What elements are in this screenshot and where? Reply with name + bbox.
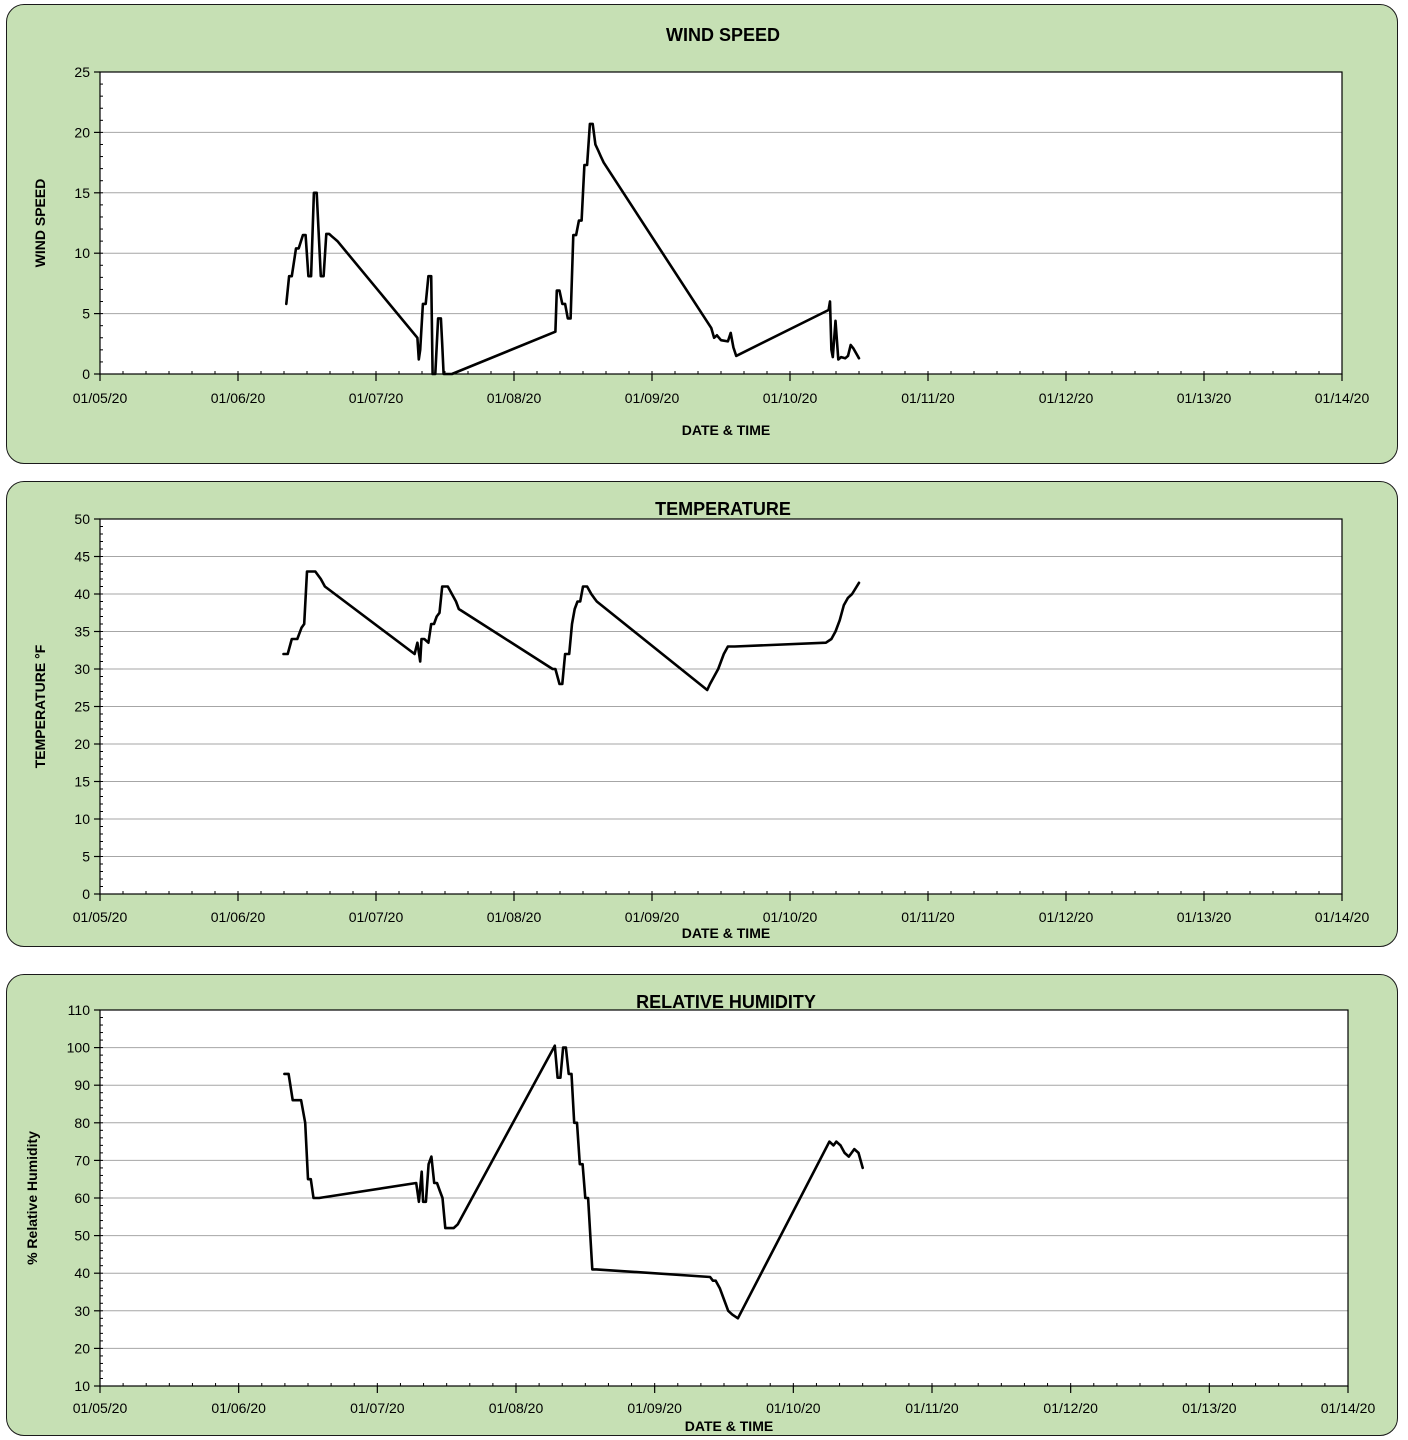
y-tick-label: 5 <box>82 306 90 322</box>
temperature-chart-panel: 0 5 10 15 20 25 30 35 40 45 50 01/05/20 01/06/20 01/0… <box>6 481 1398 947</box>
temperature-chart: 0 5 10 15 20 25 30 35 40 45 50 01/05/20 01/06/20 01/0… <box>32 499 1370 941</box>
x-tick-label: 01/10/20 <box>766 1400 821 1416</box>
x-tick-label: 01/08/20 <box>487 909 542 925</box>
y-tick-label: 30 <box>74 661 90 677</box>
y-tick-label: 25 <box>74 64 90 80</box>
y-tick-label: 20 <box>74 736 90 752</box>
x-tick-label: 01/14/20 <box>1321 1400 1376 1416</box>
x-tick-label: 01/13/20 <box>1177 909 1232 925</box>
x-tick-label: 01/05/20 <box>73 909 128 925</box>
y-tick-label: 60 <box>74 1190 90 1206</box>
x-tick-label: 01/13/20 <box>1177 390 1232 406</box>
x-tick-label: 01/09/20 <box>625 909 680 925</box>
y-tick-label: 5 <box>82 849 90 865</box>
chart-title: WIND SPEED <box>666 25 780 45</box>
x-tick-label: 01/13/20 <box>1182 1400 1237 1416</box>
x-tick-label: 01/06/20 <box>211 1400 266 1416</box>
chart-title: TEMPERATURE <box>655 499 791 519</box>
y-tick-label: 40 <box>74 586 90 602</box>
x-tick-label: 01/06/20 <box>211 909 266 925</box>
y-tick-label: 15 <box>74 185 90 201</box>
series-line <box>284 122 861 376</box>
y-tick-label: 100 <box>67 1040 91 1056</box>
y-tick-label: 10 <box>74 1378 90 1394</box>
y-axis-label: WIND SPEED <box>32 179 48 268</box>
y-axis-label: % Relative Humidity <box>24 1131 40 1265</box>
y-tick-label: 50 <box>74 511 90 527</box>
y-tick-label: 45 <box>74 549 90 565</box>
x-tick-label: 01/14/20 <box>1315 390 1370 406</box>
x-tick-label: 01/12/20 <box>1043 1400 1098 1416</box>
x-tick-label: 01/07/20 <box>350 1400 405 1416</box>
y-tick-label: 10 <box>74 245 90 261</box>
x-tick-label: 01/08/20 <box>489 1400 544 1416</box>
y-tick-label: 0 <box>82 886 90 902</box>
x-tick-label: 01/07/20 <box>349 390 404 406</box>
y-tick-label: 40 <box>74 1265 90 1281</box>
y-tick-label: 10 <box>74 811 90 827</box>
x-tick-label: 01/11/20 <box>901 390 955 406</box>
wind-speed-chart: 0 5 10 15 20 25 01/05/20 01/06/20 01/07/20 01/08/… <box>32 25 1370 438</box>
wind-speed-chart-panel: 0 5 10 15 20 25 01/05/20 01/06/20 01/07/20 01/08/… <box>6 4 1398 464</box>
x-tick-label: 01/09/20 <box>627 1400 682 1416</box>
y-axis-label: TEMPERATURE °F <box>32 644 48 768</box>
x-tick-label: 01/09/20 <box>625 390 680 406</box>
x-tick-label: 01/11/20 <box>901 909 955 925</box>
x-axis-label: DATE & TIME <box>685 1418 773 1434</box>
plot-frame <box>99 71 1343 375</box>
series-line <box>283 1044 865 1320</box>
x-tick-label: 01/07/20 <box>349 909 404 925</box>
y-tick-label: 30 <box>74 1303 90 1319</box>
x-tick-label: 01/14/20 <box>1315 909 1370 925</box>
y-tick-label: 50 <box>74 1228 90 1244</box>
relative-humidity-chart-panel: 10 20 30 40 50 60 70 80 90 100 110 01/05/20 01/06/20… <box>6 974 1398 1436</box>
y-tick-label: 110 <box>68 1002 91 1018</box>
relative-humidity-chart: 10 20 30 40 50 60 70 80 90 100 110 01/05/20 01/06/20… <box>24 992 1376 1434</box>
chart-title: RELATIVE HUMIDITY <box>636 992 816 1012</box>
y-tick-label: 90 <box>74 1077 90 1093</box>
y-tick-label: 80 <box>74 1115 90 1131</box>
y-tick-label: 20 <box>74 124 90 140</box>
x-tick-label: 01/10/20 <box>763 909 818 925</box>
x-tick-label: 01/05/20 <box>73 1400 128 1416</box>
y-tick-label: 35 <box>74 624 90 640</box>
x-tick-label: 01/05/20 <box>73 390 128 406</box>
plot-area <box>100 72 1342 374</box>
y-tick-label: 15 <box>74 774 90 790</box>
y-tick-label: 20 <box>74 1340 90 1356</box>
y-tick-label: 0 <box>82 366 90 382</box>
plot-frame <box>99 518 1343 895</box>
y-tick-label: 70 <box>74 1152 90 1168</box>
x-tick-label: 01/10/20 <box>763 390 818 406</box>
x-tick-label: 01/11/20 <box>905 1400 959 1416</box>
x-tick-label: 01/08/20 <box>487 390 542 406</box>
plot-frame <box>99 1009 1349 1387</box>
series-line <box>282 570 861 692</box>
y-tick-label: 25 <box>74 699 90 715</box>
x-axis-label: DATE & TIME <box>682 925 770 941</box>
x-tick-label: 01/12/20 <box>1039 390 1094 406</box>
x-axis-label: DATE & TIME <box>682 422 770 438</box>
x-tick-label: 01/12/20 <box>1039 909 1094 925</box>
x-tick-label: 01/06/20 <box>211 390 266 406</box>
